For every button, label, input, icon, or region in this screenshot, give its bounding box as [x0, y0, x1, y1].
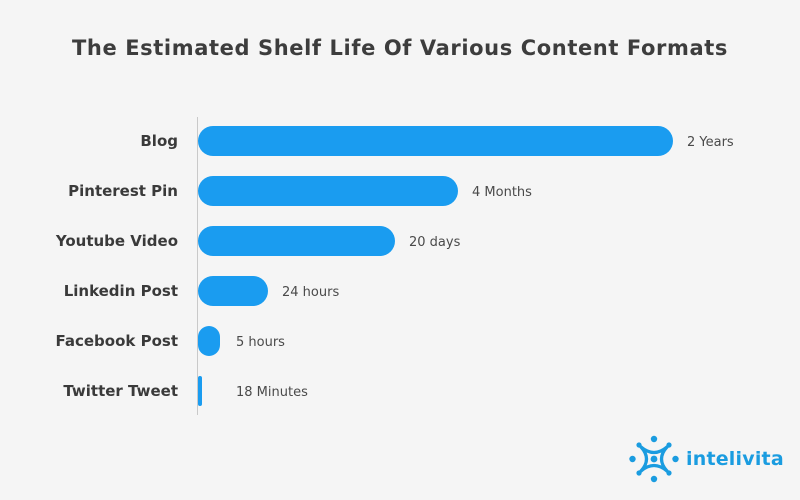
- bar-youtube-video: [198, 226, 395, 256]
- bar-blog: [198, 126, 673, 156]
- category-label: Linkedin Post: [64, 282, 178, 300]
- bar-twitter-tweet: [198, 376, 202, 406]
- brand-name: intelivita: [686, 448, 784, 470]
- category-label: Facebook Post: [56, 332, 179, 350]
- category-label: Pinterest Pin: [68, 182, 178, 200]
- brand-logo: intelivita: [628, 434, 784, 484]
- value-label: 5 hours: [236, 335, 285, 350]
- bars-group: Blog 2 Years Pinterest Pin 4 Months Youtube …: [55, 126, 734, 406]
- category-label: Youtube Video: [55, 232, 178, 250]
- category-label: Blog: [140, 132, 178, 150]
- category-label: Twitter Tweet: [63, 382, 178, 400]
- bar-facebook-post: [198, 326, 220, 356]
- chart-title: The Estimated Shelf Life Of Various Cont…: [72, 36, 728, 60]
- value-label: 24 hours: [282, 285, 339, 300]
- bar-pinterest-pin: [198, 176, 458, 206]
- value-label: 20 days: [409, 235, 461, 250]
- value-label: 18 Minutes: [236, 385, 308, 400]
- value-label: 4 Months: [472, 185, 532, 200]
- bar-linkedin-post: [198, 276, 268, 306]
- value-label: 2 Years: [687, 135, 734, 150]
- intelivita-logo-icon: [629, 435, 679, 483]
